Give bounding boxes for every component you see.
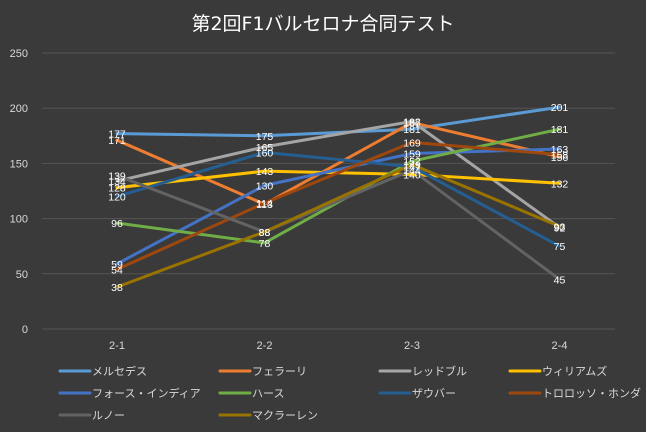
data-label: 93: [554, 221, 566, 233]
data-label: 128: [108, 183, 126, 195]
data-label: 134: [108, 176, 126, 188]
data-label: 159: [403, 148, 421, 160]
data-label: 130: [256, 180, 274, 192]
data-label: 54: [111, 264, 123, 276]
y-tick-label: 200: [10, 103, 28, 115]
series-line: [115, 163, 561, 289]
data-label: 147: [403, 162, 421, 174]
legend-label: ルノー: [92, 409, 125, 422]
data-label: 59: [111, 259, 123, 271]
axis-ticks: 0 50 100 150 200 250 2-1 2-2 2-3 2-4: [10, 48, 568, 352]
series-line: [115, 168, 561, 281]
data-label: 175: [256, 131, 274, 143]
legend-label: フォース・インディア: [92, 386, 201, 400]
data-label: 139: [108, 171, 126, 183]
data-label: 88: [259, 227, 271, 239]
data-label: 156: [551, 152, 569, 164]
data-label: 165: [256, 142, 274, 154]
gridlines: [42, 52, 615, 330]
data-label: 163: [551, 144, 569, 156]
series-line: [115, 121, 561, 206]
data-label: 187: [403, 118, 421, 130]
data-label: 132: [551, 178, 569, 190]
series-line: [115, 150, 561, 248]
data-label: 144: [403, 165, 421, 177]
data-label: 152: [403, 156, 421, 168]
data-label: 45: [554, 274, 566, 286]
y-tick-label: 250: [10, 48, 28, 60]
data-label: 38: [111, 282, 123, 294]
data-label: 171: [108, 135, 126, 147]
data-label: 143: [256, 166, 274, 178]
legend-label: ハース: [252, 387, 284, 400]
y-tick-label: 100: [10, 214, 28, 226]
x-tick-label: 2-3: [404, 340, 420, 352]
legend-label: ウィリアムズ: [542, 364, 607, 378]
data-label: 188: [403, 116, 421, 128]
data-label: 181: [551, 124, 569, 136]
data-label: 181: [403, 124, 421, 136]
data-label: 158: [551, 150, 569, 162]
data-label: 201: [551, 102, 569, 114]
legend-label: ザウバー: [412, 387, 456, 400]
data-label: 177: [108, 129, 126, 141]
data-label: 169: [403, 137, 421, 149]
chart-title: 第2回F1バルセロナ合同テスト: [191, 13, 454, 35]
data-label: 113: [256, 199, 273, 211]
x-tick-label: 2-2: [257, 340, 273, 352]
data-label: 75: [554, 241, 566, 253]
data-label: 149: [403, 160, 421, 172]
data-label: 160: [256, 147, 274, 159]
data-label: 140: [403, 169, 421, 181]
series-lines: [115, 105, 561, 289]
data-label: 114: [256, 198, 273, 210]
series-line: [115, 147, 561, 266]
series-line: [115, 119, 561, 229]
data-label: 92: [554, 222, 566, 234]
legend-label: マクラーレン: [252, 409, 318, 422]
data-label: 78: [259, 238, 271, 250]
legend-label: メルセデス: [92, 364, 147, 378]
data-label: 120: [108, 192, 126, 204]
data-labels: 177 175 181 201 171 113 187 156 134 165 188 92 128 14…: [108, 102, 568, 294]
series-line: [115, 127, 561, 245]
series-line: [115, 140, 561, 271]
legend-label: トロロッソ・ホンダ: [542, 386, 641, 400]
y-tick-label: 150: [10, 158, 28, 170]
legend-label: フェラーリ: [252, 365, 307, 378]
series-line: [115, 105, 561, 138]
legend-label: レッドブル: [412, 364, 467, 378]
y-tick-label: 50: [16, 269, 28, 281]
y-tick-label: 0: [22, 324, 28, 336]
data-label: 88: [259, 227, 271, 239]
x-tick-label: 2-1: [109, 340, 125, 352]
x-tick-label: 2-4: [552, 340, 568, 352]
data-label: 96: [111, 218, 123, 230]
